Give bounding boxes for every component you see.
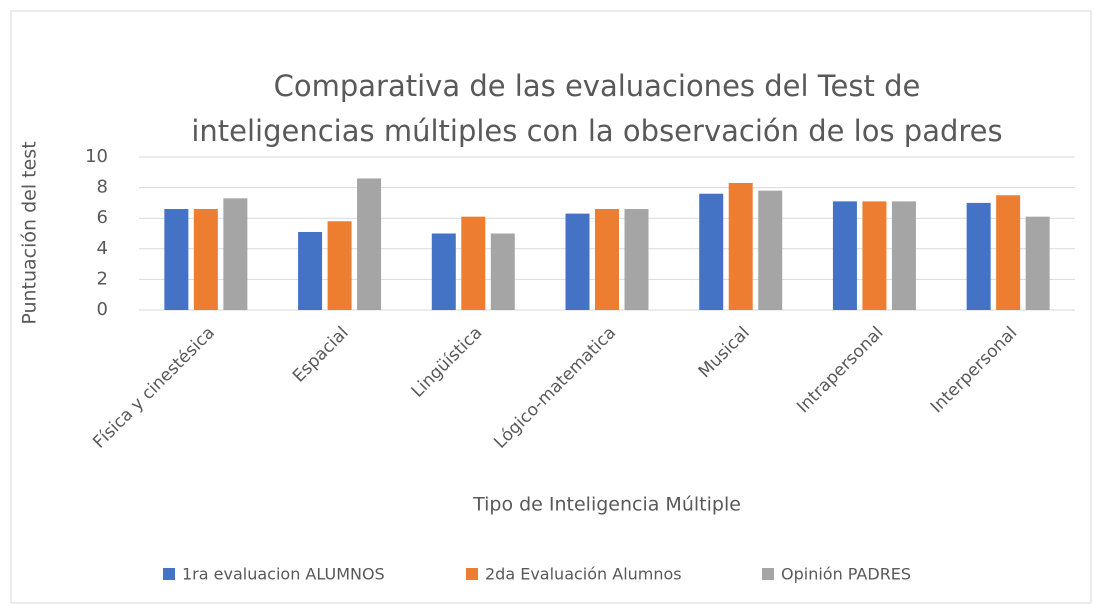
y-tick-label: 4 xyxy=(97,238,108,259)
legend-swatch xyxy=(466,568,478,580)
y-tick-label: 0 xyxy=(97,299,108,320)
bar xyxy=(223,198,248,310)
bar xyxy=(164,209,189,310)
bar xyxy=(595,209,619,310)
bar xyxy=(624,209,649,310)
bar xyxy=(565,213,590,310)
y-tick-label: 2 xyxy=(97,268,108,289)
bar xyxy=(431,233,456,310)
y-tick-label: 8 xyxy=(97,177,108,198)
bar xyxy=(327,221,352,310)
legend-swatch xyxy=(163,568,175,580)
bar xyxy=(862,201,887,310)
x-axis-title: Tipo de Inteligencia Múltiple xyxy=(472,494,741,516)
bar xyxy=(298,231,323,310)
y-tick-label: 10 xyxy=(85,146,108,167)
bar xyxy=(966,202,991,310)
bar xyxy=(490,233,515,310)
legend-label: 2da Evaluación Alumnos xyxy=(485,565,682,584)
bar xyxy=(1025,216,1050,310)
bar xyxy=(891,201,916,310)
legend-swatch xyxy=(762,568,774,580)
chart-title: inteligencias múltiples con la observaci… xyxy=(191,114,1002,148)
chart-title: Comparativa de las evaluaciones del Test… xyxy=(274,69,921,103)
bar xyxy=(728,183,753,310)
bar xyxy=(193,209,218,310)
bar xyxy=(699,193,724,310)
y-axis-title: Puntuación del test xyxy=(19,141,41,324)
legend-label: Opinión PADRES xyxy=(781,565,911,584)
bar xyxy=(996,195,1021,310)
bar xyxy=(758,190,783,310)
bar xyxy=(832,201,857,310)
bar xyxy=(357,178,382,310)
bar xyxy=(461,216,486,310)
legend-label: 1ra evaluacion ALUMNOS xyxy=(182,565,385,584)
y-tick-label: 6 xyxy=(97,207,108,228)
